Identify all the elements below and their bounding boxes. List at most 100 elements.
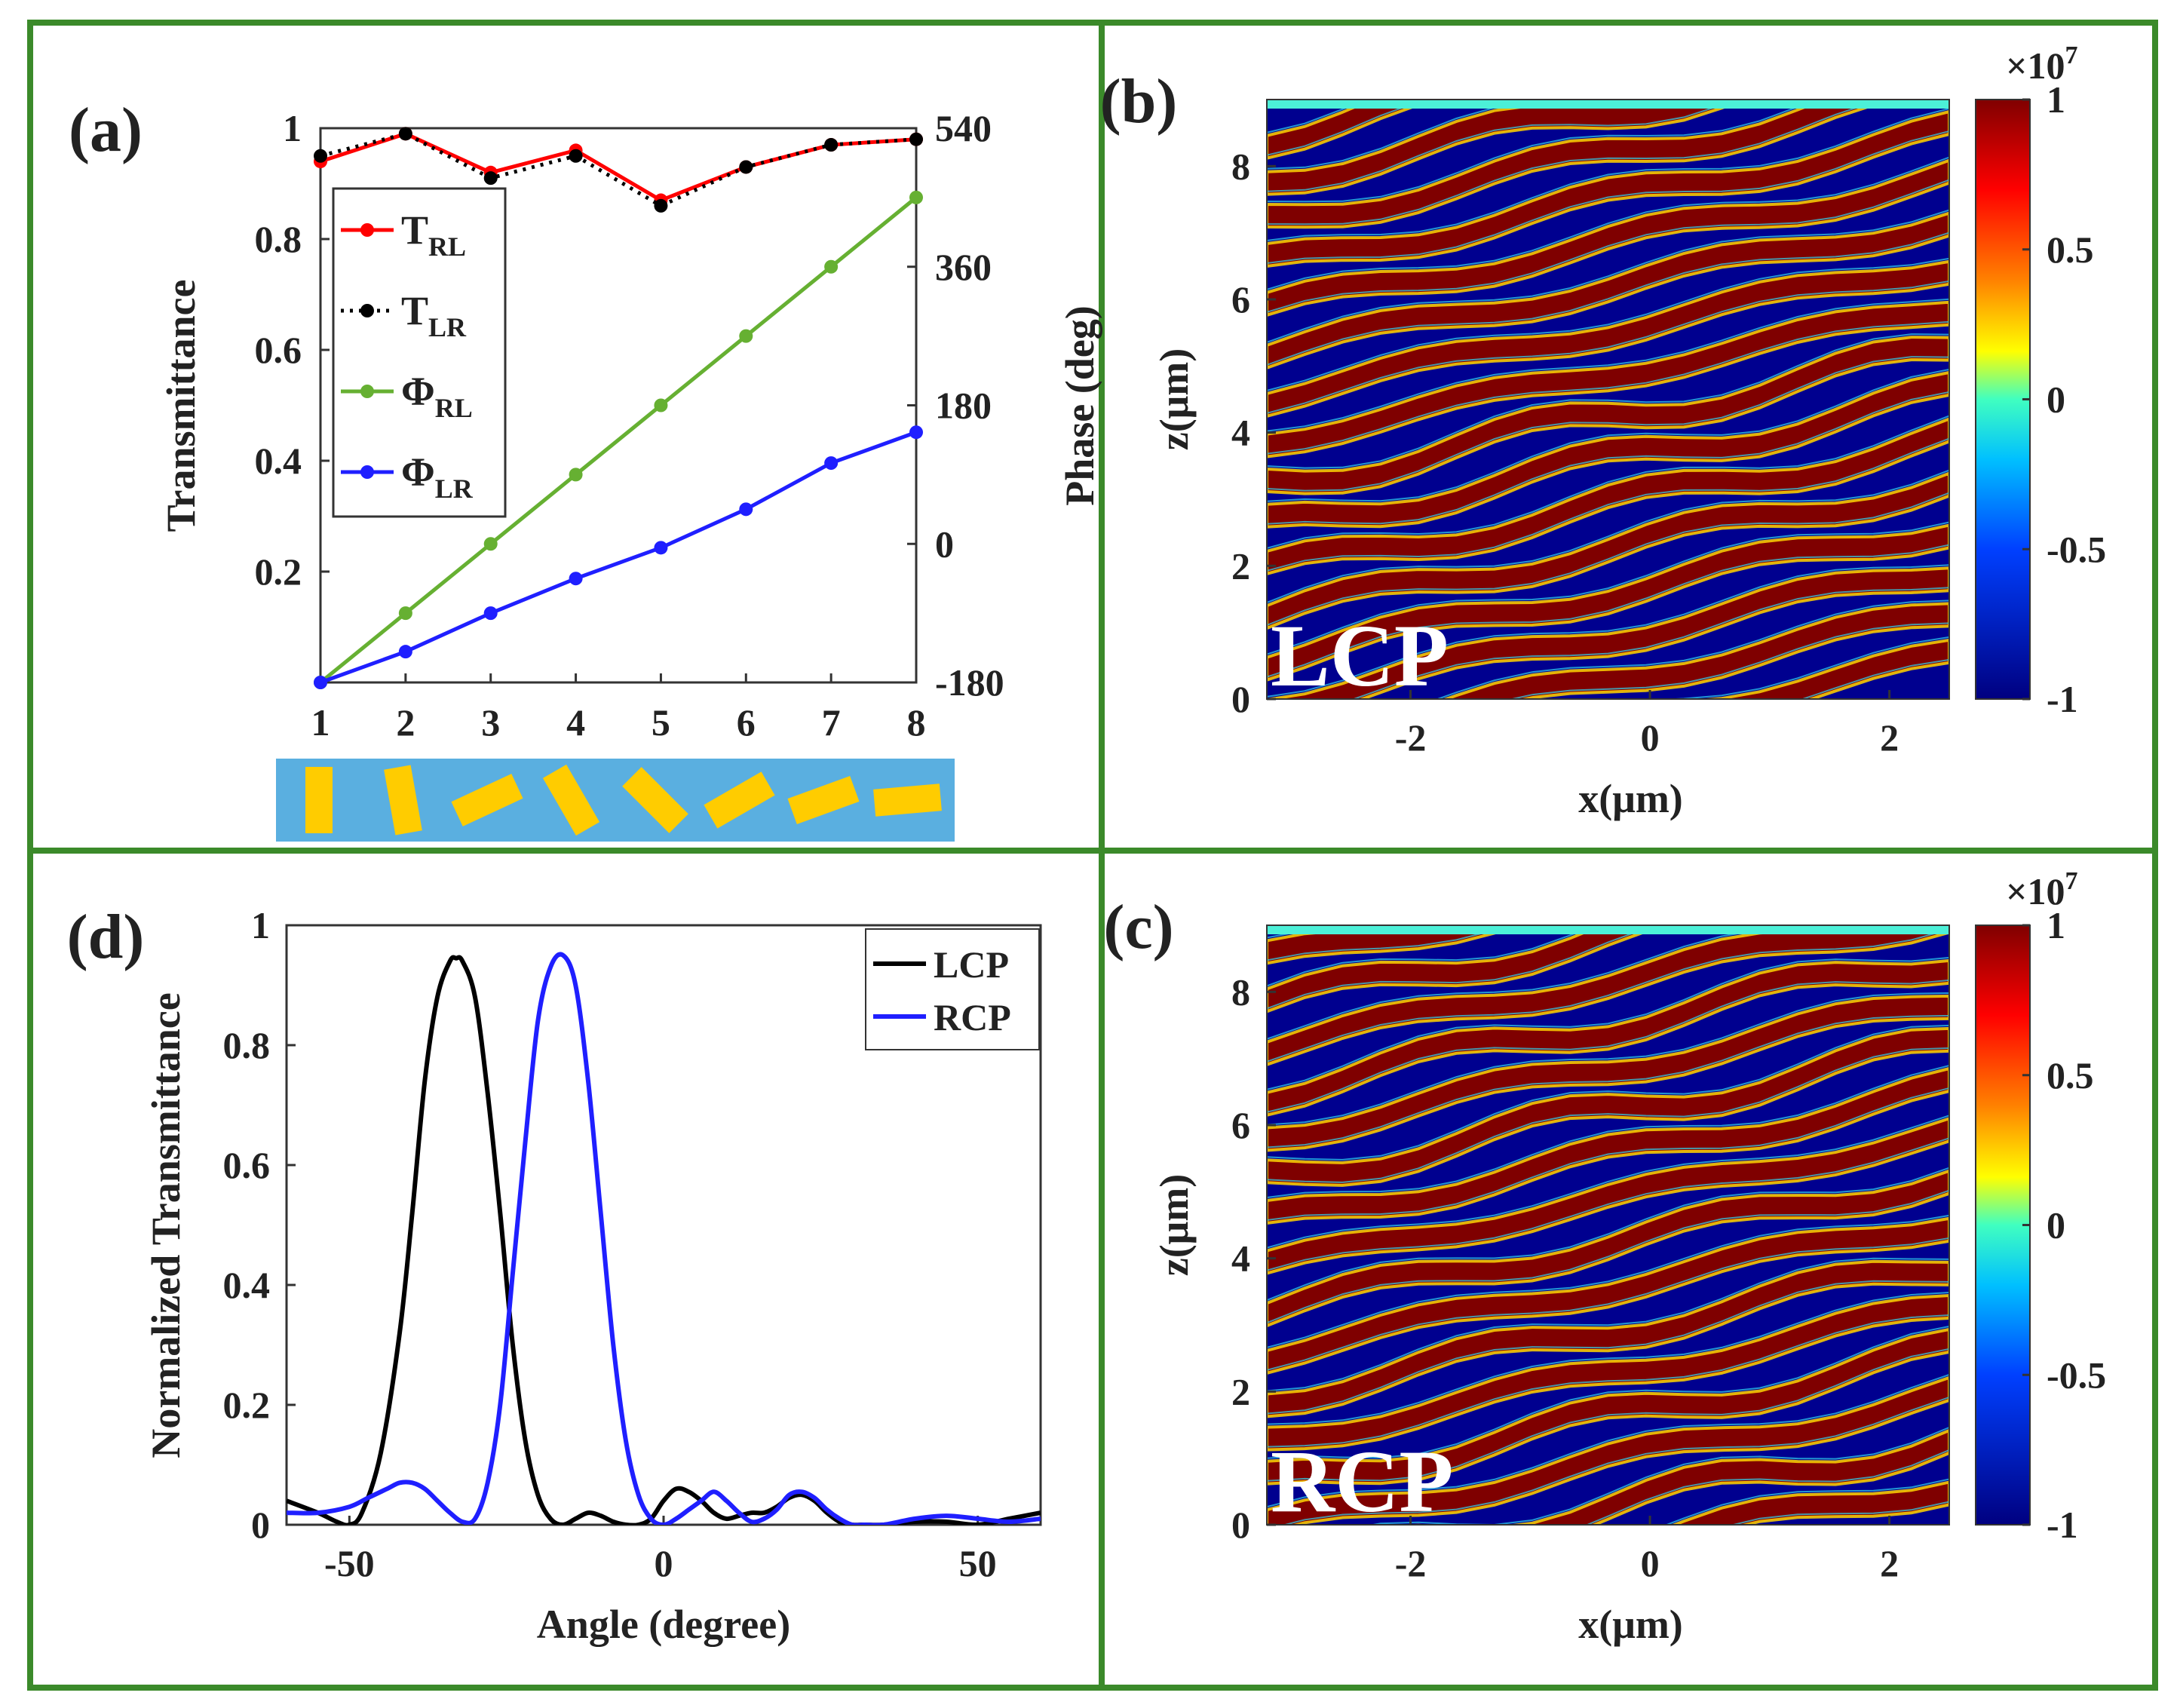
field-band-edge [1267,564,1949,699]
colorbar-tick-label-b: -1 [2047,678,2078,720]
data-point-T_LR [654,198,668,213]
y2-tick-label-a: 360 [935,246,992,288]
data-point-Φ_RL [654,398,668,412]
data-point-Φ_LR [314,676,327,689]
data-point-Φ_RL [739,329,753,343]
x-tick-label-c: 0 [1641,1542,1660,1584]
series-line-T_RL [320,131,917,203]
y-tick-label-b: 4 [1231,412,1250,454]
field-band-edge [1435,599,1949,699]
field-band [1267,1117,1949,1275]
colorbar-b [1975,99,2031,700]
y-axis-label-d: Normalized Transmittance [143,992,189,1458]
field-band-edge [1267,156,1949,313]
field-band-edge [1267,956,1949,1113]
panel-a: (a) 1 2 3 4 5 6 7 8 0.2 0.4 0.6 0.8 1 -180 0 180 360 540 Tr… [69,95,1102,842]
y-tick-label-c: 6 [1231,1104,1250,1146]
data-point-T_LR [398,127,412,141]
x-axis-label-c: x(μm) [1578,1602,1683,1647]
y-tick-label-b: 2 [1231,544,1250,587]
y-tick-label-d: 1 [251,904,270,946]
unit-cell-rod [384,765,422,836]
y-tick-label-b: 8 [1231,145,1250,187]
unit-cell-strip [276,759,955,842]
y-tick-label-b: 0 [1231,678,1250,720]
x-tick-label-d: 50 [959,1542,997,1584]
y-tick-label-a: 0.2 [255,550,302,593]
field-band [1267,994,1949,1152]
field-band [1267,1293,1949,1452]
y-tick-label-d: 0.2 [223,1384,271,1426]
colorbar-tick-label-c: 0.5 [2047,1054,2094,1096]
legend-label-RCP: RCP [934,996,1011,1038]
panel-label-b: (b) [1100,66,1178,136]
field-band [1267,1066,1949,1225]
colorbar-tick-label-c: 1 [2047,904,2065,946]
field-map-b [1267,100,1949,699]
data-point-Φ_RL [569,468,583,482]
x-tick-label-a: 2 [396,701,415,744]
unit-cell-rod [787,776,860,824]
data-point-Φ_LR [654,541,668,555]
data-point-Φ_RL [483,537,498,551]
field-band [1267,158,1949,317]
field-band [1670,1480,1949,1525]
x-axis-label-d: Angle (degree) [537,1602,790,1647]
legend-marker-T_LR [360,304,374,317]
colorbar-tick-label-c: -1 [2047,1504,2078,1546]
y-tick-label-a: 0.6 [255,329,302,371]
field-band-edge [1267,1291,1949,1448]
x-tick-label-a: 1 [311,701,330,744]
field-band [1441,602,1949,699]
y-tick-label-d: 0.8 [223,1024,271,1066]
field-band-edge [1267,209,1949,366]
x-tick-label-a: 4 [566,701,585,744]
panel-c: (c) RCP -2 0 2 0 2 4 6 8 x(μm) z(μm) 1 0.5 0 -0.5 -1 ×107 [1103,867,2106,1647]
field-band [1267,1169,1949,1328]
panel-label-c: (c) [1103,892,1173,962]
y-tick-label-c: 2 [1231,1370,1250,1412]
y-tick-label-c: 0 [1231,1504,1250,1546]
field-band [1267,300,1949,458]
field-band [1267,1259,1949,1418]
data-point-Φ_RL [824,259,839,274]
data-point-T_LR [483,171,498,186]
colorbar-tick-label-b: -0.5 [2047,528,2106,570]
y2-tick-label-a: 180 [935,385,992,427]
field-band-edge [1267,925,1949,1063]
y-tick-label-d: 0 [251,1504,270,1546]
legend-d: LCP RCP [865,928,1040,1050]
legend-box-a [332,187,507,518]
x-tick-label-b: 2 [1880,716,1899,759]
field-top-strip [1267,925,1949,934]
colorbar-tick-label-c: 0 [2047,1204,2065,1247]
series-line-LCP [287,955,1041,1525]
field-band [1267,100,1747,196]
x-tick-label-a: 6 [737,701,756,744]
y-axis-label-c: z(μm) [1151,1174,1197,1277]
data-point-T_LR [824,138,839,152]
panel-b: (b) LCP -2 0 2 0 2 4 6 8 x(μm) z(μm) 1 0.5 0 -0.5 -1 ×107 [1100,41,2106,821]
unit-cell-rod [305,767,333,833]
x-tick-label-d: -50 [324,1542,375,1584]
x-axis-label-b: x(μm) [1578,776,1683,821]
x-tick-label-c: -2 [1395,1542,1427,1584]
colorbar-tick-label-b: 0 [2047,379,2065,421]
field-band [1385,1428,1949,1525]
field-band-edge [1267,1257,1949,1415]
y-tick-label-d: 0.4 [223,1264,271,1306]
colorbar-tick-label-c: -0.5 [2047,1354,2106,1396]
data-point-Φ_LR [569,572,583,586]
field-band [1267,523,1949,682]
series-line-RCP [287,952,1041,1525]
unit-cell-rod [622,767,688,833]
field-band-edge [1267,469,1949,627]
y-tick-label-a: 1 [283,107,302,149]
axes-box-b [1266,99,1950,700]
y-tick-label-c: 8 [1231,971,1250,1013]
y2-axis-label-a: Phase (deg) [1057,305,1102,505]
unit-cell-rod [873,783,942,817]
unit-cell-rod [451,774,523,826]
y2-tick-label-a: 540 [935,107,992,149]
x-tick-label-a: 5 [652,701,670,744]
